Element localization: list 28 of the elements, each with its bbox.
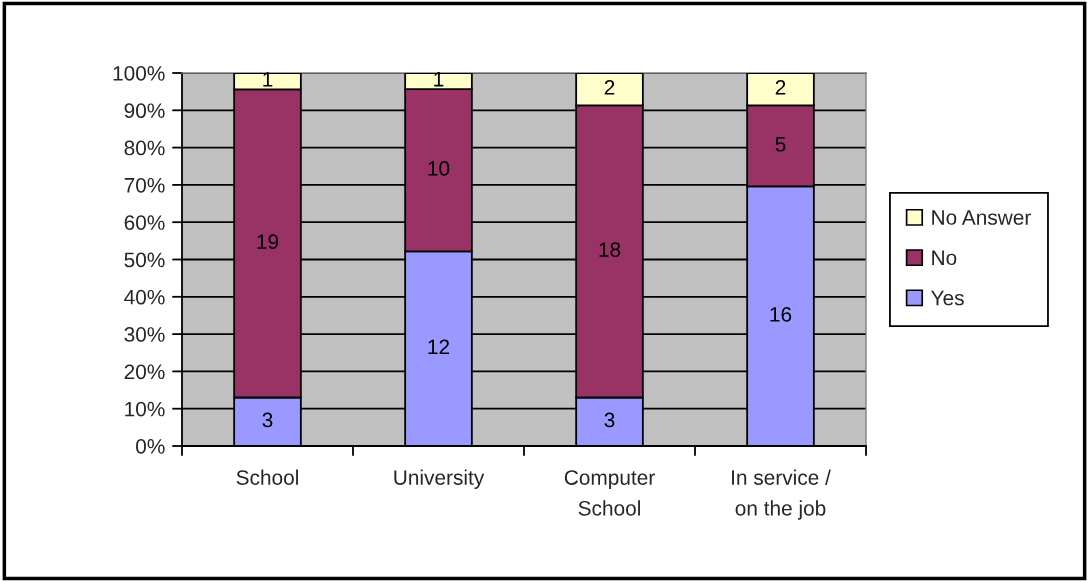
x-tick-label: In service / on the job [732, 469, 831, 520]
y-tick-label: 40% [124, 289, 165, 305]
y-tick-label: 10% [125, 401, 165, 417]
legend-label: No Answer [932, 210, 1031, 225]
x-tick-label: Computer School [564, 470, 655, 516]
annotation: 12 [428, 339, 450, 355]
annotation: 2 [775, 80, 786, 95]
y-tick-label: 30% [124, 327, 165, 342]
annotation: 19 [257, 234, 279, 250]
annotation: 2 [604, 80, 615, 95]
annotation: 3 [604, 412, 615, 428]
x-tick-label: School [236, 469, 298, 485]
y-tick-label: 90% [124, 103, 165, 119]
y-tick-label: 60% [124, 215, 165, 230]
y-tick-label: 20% [124, 364, 165, 380]
annotation: 5 [775, 136, 786, 152]
annotation: 16 [770, 307, 792, 322]
annotation: 3 [262, 412, 273, 428]
y-tick-label: 80% [124, 140, 165, 156]
legend-label: No [932, 250, 957, 266]
legend-label: Yes [931, 290, 964, 306]
y-tick-label: 50% [124, 252, 165, 268]
y-tick-label: 100% [113, 66, 165, 81]
y-tick-label: 0% [136, 439, 165, 454]
y-tick-label: 70% [124, 177, 165, 193]
annotation: 18 [599, 242, 621, 258]
x-tick-label: University [394, 469, 485, 490]
annotation: 10 [428, 161, 450, 176]
